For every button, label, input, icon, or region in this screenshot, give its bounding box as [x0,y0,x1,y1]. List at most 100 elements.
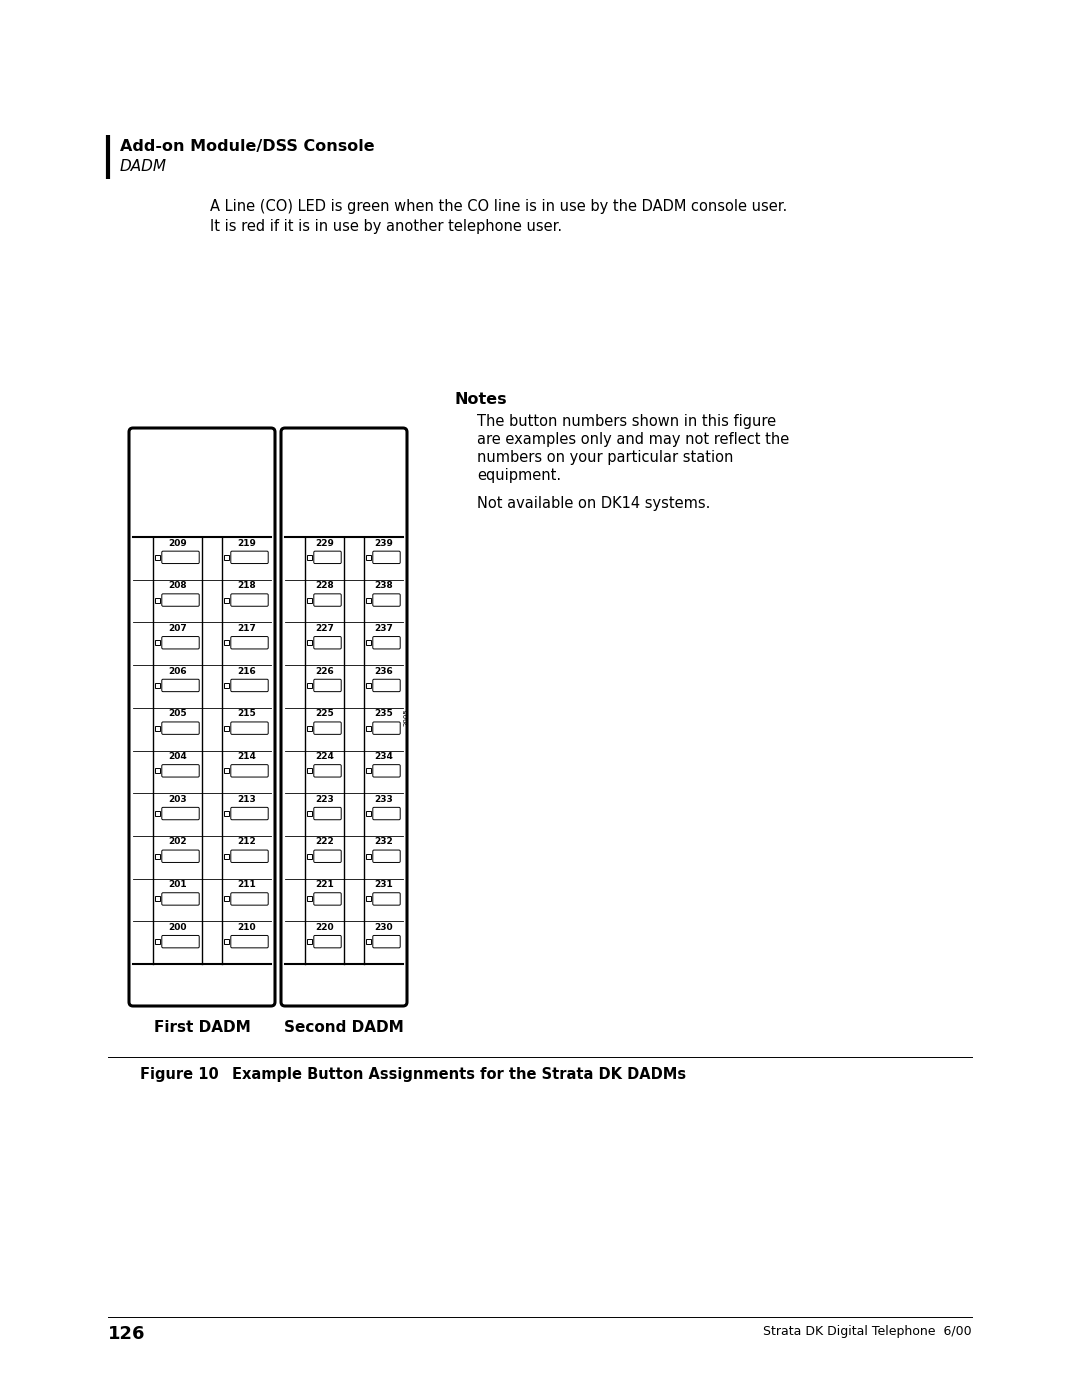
Bar [156,939,160,944]
Bar [366,768,372,774]
Bar [366,598,372,602]
FancyBboxPatch shape [314,594,341,606]
FancyBboxPatch shape [231,764,268,777]
FancyBboxPatch shape [373,637,401,650]
Text: 216: 216 [238,666,256,676]
Text: 230: 230 [374,923,393,932]
Bar [307,640,312,645]
Text: 2005: 2005 [404,708,410,726]
Text: equipment.: equipment. [477,468,562,483]
FancyBboxPatch shape [373,764,401,777]
Bar [366,939,372,944]
FancyBboxPatch shape [314,722,341,735]
Bar [366,640,372,645]
FancyBboxPatch shape [373,807,401,820]
Text: Notes: Notes [455,393,508,407]
Bar [366,854,372,859]
FancyBboxPatch shape [314,936,341,947]
Text: 229: 229 [315,538,334,548]
FancyBboxPatch shape [373,849,401,862]
Bar [366,812,372,816]
Bar [156,812,160,816]
Text: 213: 213 [238,795,256,803]
Text: 200: 200 [168,923,187,932]
FancyBboxPatch shape [314,893,341,905]
Text: numbers on your particular station: numbers on your particular station [477,450,733,465]
Bar [224,897,229,901]
Bar [224,725,229,731]
Text: It is red if it is in use by another telephone user.: It is red if it is in use by another tel… [210,219,562,235]
FancyBboxPatch shape [314,552,341,563]
FancyBboxPatch shape [373,594,401,606]
Text: 222: 222 [315,837,334,847]
Text: 210: 210 [238,923,256,932]
Bar [307,897,312,901]
Text: Add-on Module/DSS Console: Add-on Module/DSS Console [120,138,375,154]
Bar [156,555,160,560]
Text: 226: 226 [315,666,334,676]
FancyBboxPatch shape [373,679,401,692]
FancyBboxPatch shape [162,849,199,862]
Bar [224,555,229,560]
Text: 209: 209 [168,538,187,548]
Bar [224,812,229,816]
FancyBboxPatch shape [231,594,268,606]
Text: 218: 218 [238,581,256,590]
Text: 211: 211 [238,880,256,888]
FancyBboxPatch shape [373,552,401,563]
Bar [224,598,229,602]
Text: 223: 223 [315,795,334,803]
Text: 126: 126 [108,1324,146,1343]
Text: 236: 236 [374,666,393,676]
FancyBboxPatch shape [231,849,268,862]
Bar [156,854,160,859]
Text: 208: 208 [168,581,187,590]
FancyBboxPatch shape [129,427,275,1006]
Bar [307,768,312,774]
Text: 233: 233 [374,795,393,803]
Text: 215: 215 [238,710,256,718]
Bar [224,939,229,944]
Bar [156,897,160,901]
Text: 239: 239 [374,538,393,548]
FancyBboxPatch shape [231,893,268,905]
Text: 220: 220 [315,923,334,932]
Bar [307,598,312,602]
Text: 217: 217 [238,624,256,633]
Bar [307,555,312,560]
FancyBboxPatch shape [314,849,341,862]
FancyBboxPatch shape [231,722,268,735]
Text: 202: 202 [168,837,187,847]
Text: 212: 212 [238,837,256,847]
Text: 228: 228 [315,581,334,590]
FancyBboxPatch shape [373,893,401,905]
Text: 238: 238 [374,581,393,590]
Text: 214: 214 [238,752,256,761]
Bar [366,555,372,560]
FancyBboxPatch shape [162,594,199,606]
Bar [307,939,312,944]
Text: Second DADM: Second DADM [284,1020,404,1035]
Text: Not available on DK14 systems.: Not available on DK14 systems. [477,496,711,511]
Bar [366,683,372,687]
Bar [307,725,312,731]
Bar [224,640,229,645]
Text: Strata DK Digital Telephone  6/00: Strata DK Digital Telephone 6/00 [764,1324,972,1338]
Bar [224,683,229,687]
Bar [224,768,229,774]
Bar [156,598,160,602]
Text: 205: 205 [168,710,187,718]
Text: First DADM: First DADM [153,1020,251,1035]
Text: 203: 203 [168,795,187,803]
Bar [156,768,160,774]
Text: 221: 221 [315,880,334,888]
Text: A Line (CO) LED is green when the CO line is in use by the DADM console user.: A Line (CO) LED is green when the CO lin… [210,198,787,214]
Text: 232: 232 [374,837,393,847]
FancyBboxPatch shape [162,552,199,563]
Bar [307,812,312,816]
Text: The button numbers shown in this figure: The button numbers shown in this figure [477,414,777,429]
Text: 219: 219 [238,538,256,548]
Bar [156,683,160,687]
Text: 206: 206 [168,666,187,676]
FancyBboxPatch shape [162,936,199,947]
